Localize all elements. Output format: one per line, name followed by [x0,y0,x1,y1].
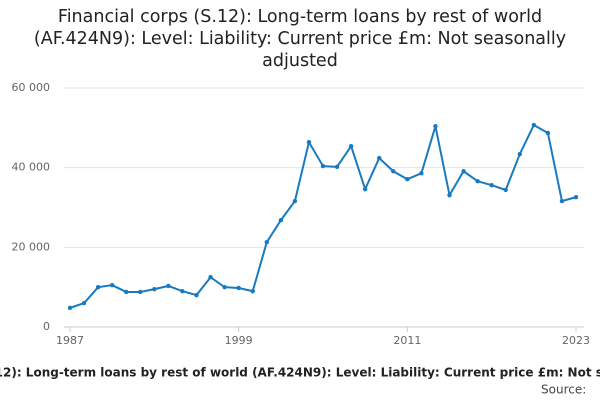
y-tick-label: 0 [43,320,50,333]
point [180,288,185,294]
point [166,283,171,289]
point [67,305,73,311]
x-tick-label: 1999 [225,334,253,347]
point [503,187,508,193]
y-tick-label: 20 000 [12,240,51,253]
point [264,239,269,245]
point [447,192,452,198]
point [292,198,298,204]
point [152,286,157,292]
point [559,198,565,204]
point [95,284,101,290]
point [250,288,255,294]
x-tick-label: 2011 [393,334,421,347]
point [517,151,522,157]
point [236,285,241,291]
point [194,292,199,298]
point [405,177,410,182]
point [573,194,579,200]
x-tick-label: 1987 [56,334,84,347]
point [362,186,368,192]
chart-title: Financial corps (S.12): Long-term loans … [33,7,567,71]
point [377,155,382,161]
point [419,171,424,176]
point [306,139,312,145]
point [320,163,326,169]
point [489,182,494,188]
point [461,169,466,174]
point [531,122,537,128]
y-tick-label: 40 000 [12,161,51,174]
x-tick-label: 2023 [562,334,590,347]
point [81,300,87,306]
point [334,164,340,170]
point [208,275,213,280]
line [69,123,577,309]
point [348,143,354,149]
source: Source: [541,383,586,397]
y-tick-label: 60 000 [12,81,51,94]
point [545,130,551,136]
point [475,179,480,184]
point [278,218,284,223]
point [138,289,143,295]
footer-title: Financial corps (S.12): Long-term loans … [0,366,600,380]
point [433,124,438,129]
point [124,289,129,295]
point [391,169,396,174]
point [222,284,227,290]
point [109,282,115,288]
